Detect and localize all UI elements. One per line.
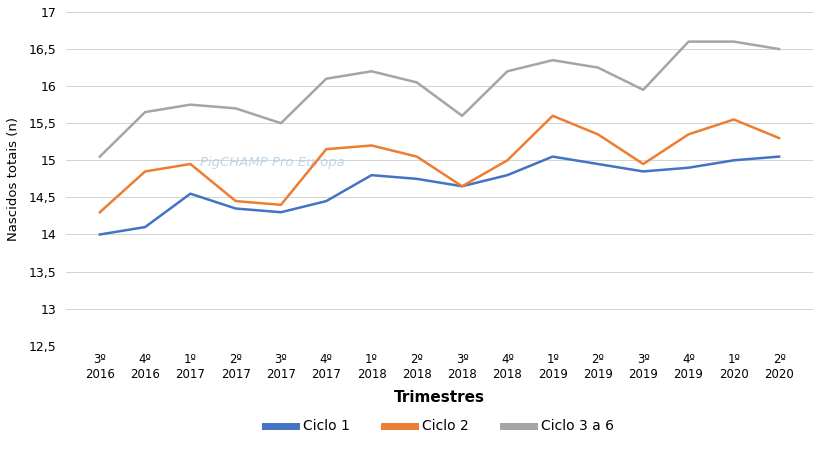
- Y-axis label: Nascidos totais (n): Nascidos totais (n): [7, 117, 20, 241]
- X-axis label: Trimestres: Trimestres: [393, 390, 484, 405]
- Legend: Ciclo 1, Ciclo 2, Ciclo 3 a 6: Ciclo 1, Ciclo 2, Ciclo 3 a 6: [260, 414, 618, 439]
- Text: PigCHAMP Pro Europa: PigCHAMP Pro Europa: [200, 156, 345, 169]
